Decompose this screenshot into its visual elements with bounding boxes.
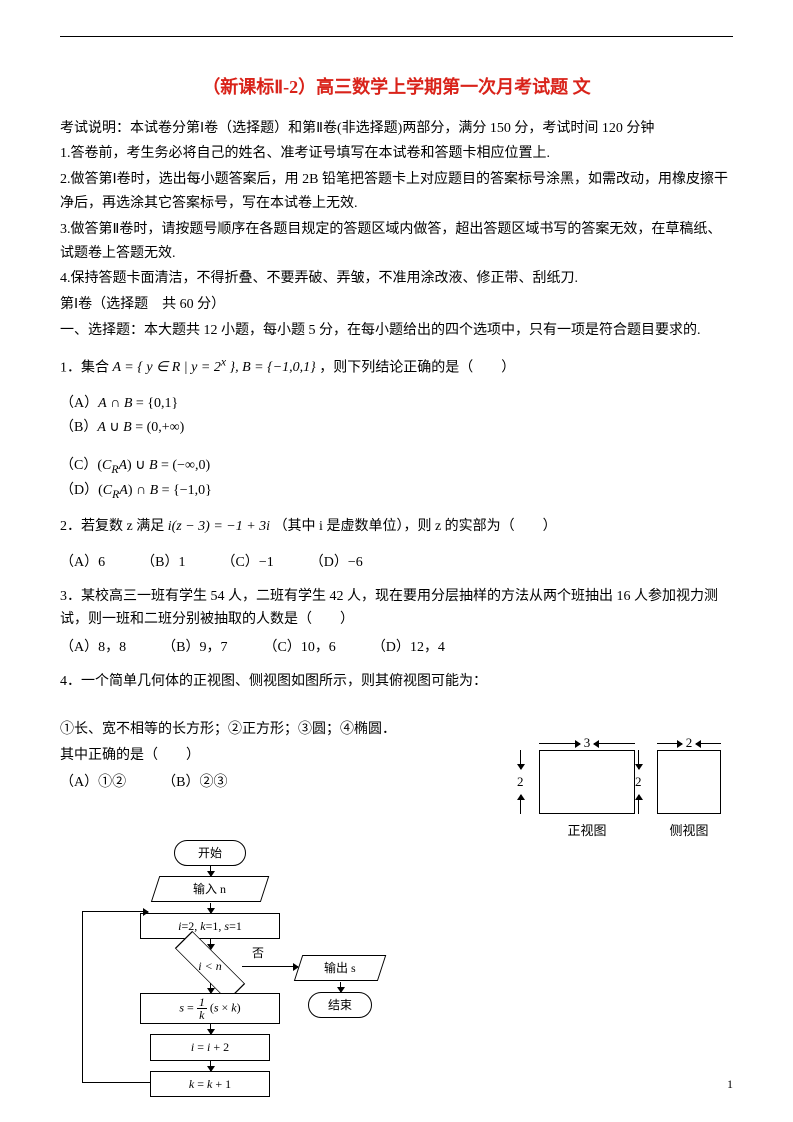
question-3: 3．某校高三一班有学生 54 人，二班有学生 42 人，现在要用分层抽样的方法从…: [60, 585, 733, 660]
q2-pre: 2．若复数 z 满足: [60, 519, 168, 534]
flow-init: i=2, k=1, s=1: [140, 913, 280, 939]
side-width-label: 2: [682, 732, 697, 754]
front-view-label: 正视图: [539, 820, 635, 842]
q1-opt-a: （A）A ∩ B = {0,1}: [60, 392, 390, 416]
q4-opt-b: （B）②③: [162, 771, 227, 795]
flow-step-i: i = i + 2: [150, 1034, 270, 1060]
front-rect: [539, 750, 635, 814]
flow-input: 输入 n: [151, 876, 270, 902]
flowchart: 开始 输入 n i=2, k=1, s=1 i < n 否 输出 s 结束 s …: [100, 840, 320, 1097]
q1-opt-d: （D）(CRA) ∩ B = {−1,0}: [60, 479, 390, 505]
q1-opt-c: （C）(CRA) ∪ B = (−∞,0): [60, 454, 390, 480]
q2-opt-a: （A）6: [60, 551, 105, 575]
q2-mid: （其中 i 是虚数单位），则 z 的实部为（ ）: [274, 519, 557, 534]
q1-math: A = { y ∈ R | y = 2x }, B = {−1,0,1}: [113, 360, 316, 375]
rule-1: 1.答卷前，考生务必将自己的姓名、准考证号填写在本试卷和答题卡相应位置上.: [60, 142, 733, 166]
intro: 考试说明：本试卷分第Ⅰ卷（选择题）和第Ⅱ卷(非选择题)两部分，满分 150 分，…: [60, 117, 733, 141]
page-title: （新课标Ⅱ-2）高三数学上学期第一次月考试题 文: [60, 72, 733, 103]
flow-cond: i < n: [180, 949, 240, 983]
q1-pre: 1．集合: [60, 360, 113, 375]
q1-opt-b: （B）A ∪ B = (0,+∞): [60, 416, 390, 440]
orthographic-views: 3 2 正视图 2 2 侧视图: [539, 750, 721, 842]
rule-4: 4.保持答题卡面清洁，不得折叠、不要弄破、弄皱，不准用涂改液、修正带、刮纸刀.: [60, 267, 733, 291]
flow-end: 结束: [308, 992, 372, 1018]
side-view-label: 侧视图: [657, 820, 721, 842]
q2-opt-c: （C）−1: [221, 551, 273, 575]
q3-opt-a: （A）8，8: [60, 636, 126, 660]
flow-output: 输出 s: [294, 955, 387, 981]
section-1-heading: 第Ⅰ卷（选择题 共 60 分）: [60, 293, 733, 317]
rule-3: 3.做答第Ⅱ卷时，请按题号顺序在各题目规定的答题区域内做答，超出答题区域书写的答…: [60, 218, 733, 266]
side-rect: [657, 750, 721, 814]
side-height-label: 2: [635, 769, 642, 795]
flow-step-k: k = k + 1: [150, 1071, 270, 1097]
q2-opt-d: （D）−6: [310, 551, 363, 575]
flow-no-label: 否: [252, 943, 264, 963]
front-view: 3 2 正视图: [539, 750, 635, 842]
q1-post: ，则下列结论正确的是（ ）: [319, 360, 515, 375]
q3-opt-c: （C）10，6: [263, 636, 335, 660]
q3-opt-d: （D）12，4: [372, 636, 445, 660]
q2-math: i(z − 3) = −1 + 3i: [168, 519, 270, 534]
q4-opt-a: （A）①②: [60, 771, 126, 795]
top-rule: [60, 36, 733, 37]
page-number: 1: [727, 1074, 733, 1094]
q2-opt-b: （B）1: [141, 551, 185, 575]
q4-stem: 4．一个简单几何体的正视图、侧视图如图所示，则其俯视图可能为：: [60, 670, 733, 694]
flow-body: s = 1k (s × k): [140, 993, 280, 1024]
front-width-label: 3: [580, 732, 595, 754]
rule-2: 2.做答第Ⅰ卷时，选出每小题答案后，用 2B 铅笔把答题卡上对应题目的答案标号涂…: [60, 168, 733, 216]
section-1-desc: 一、选择题：本大题共 12 小题，每小题 5 分，在每小题给出的四个选项中，只有…: [60, 319, 733, 343]
q3-opt-b: （B）9，7: [162, 636, 227, 660]
q3-stem: 3．某校高三一班有学生 54 人，二班有学生 42 人，现在要用分层抽样的方法从…: [60, 585, 733, 633]
question-2: 2．若复数 z 满足 i(z − 3) = −1 + 3i （其中 i 是虚数单…: [60, 515, 733, 575]
question-1: 1．集合 A = { y ∈ R | y = 2x }, B = {−1,0,1…: [60, 353, 733, 505]
flow-start: 开始: [174, 840, 246, 866]
side-view: 2 2 侧视图: [657, 750, 721, 842]
front-height-label: 2: [517, 769, 524, 795]
